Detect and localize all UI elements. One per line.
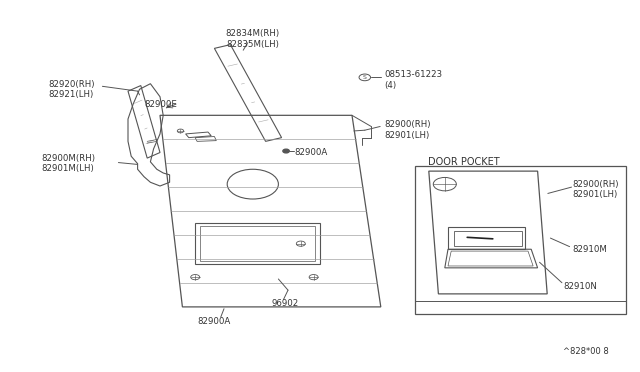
Circle shape <box>283 149 289 153</box>
Bar <box>195 223 320 264</box>
Text: 82900A: 82900A <box>198 317 231 326</box>
Bar <box>415 166 626 314</box>
Text: 82920(RH)
82921(LH): 82920(RH) 82921(LH) <box>48 80 95 99</box>
Text: 96902: 96902 <box>271 299 298 308</box>
Text: S: S <box>363 75 367 80</box>
Text: 82900M(RH)
82901M(LH): 82900M(RH) 82901M(LH) <box>42 154 95 173</box>
Text: 82900(RH)
82901(LH): 82900(RH) 82901(LH) <box>573 180 620 199</box>
Text: 82910M: 82910M <box>573 245 607 254</box>
Text: 82900E: 82900E <box>144 100 177 109</box>
Text: 82834M(RH)
82835M(LH): 82834M(RH) 82835M(LH) <box>226 29 280 49</box>
Text: 82900A: 82900A <box>294 148 328 157</box>
Text: 08513-61223
(4): 08513-61223 (4) <box>384 70 442 90</box>
Text: 82910N: 82910N <box>563 282 597 291</box>
Text: 82900(RH)
82901(LH): 82900(RH) 82901(LH) <box>384 121 431 140</box>
Bar <box>200 226 315 261</box>
Text: ^828*00 8: ^828*00 8 <box>563 347 609 356</box>
Text: DOOR POCKET: DOOR POCKET <box>428 157 499 167</box>
